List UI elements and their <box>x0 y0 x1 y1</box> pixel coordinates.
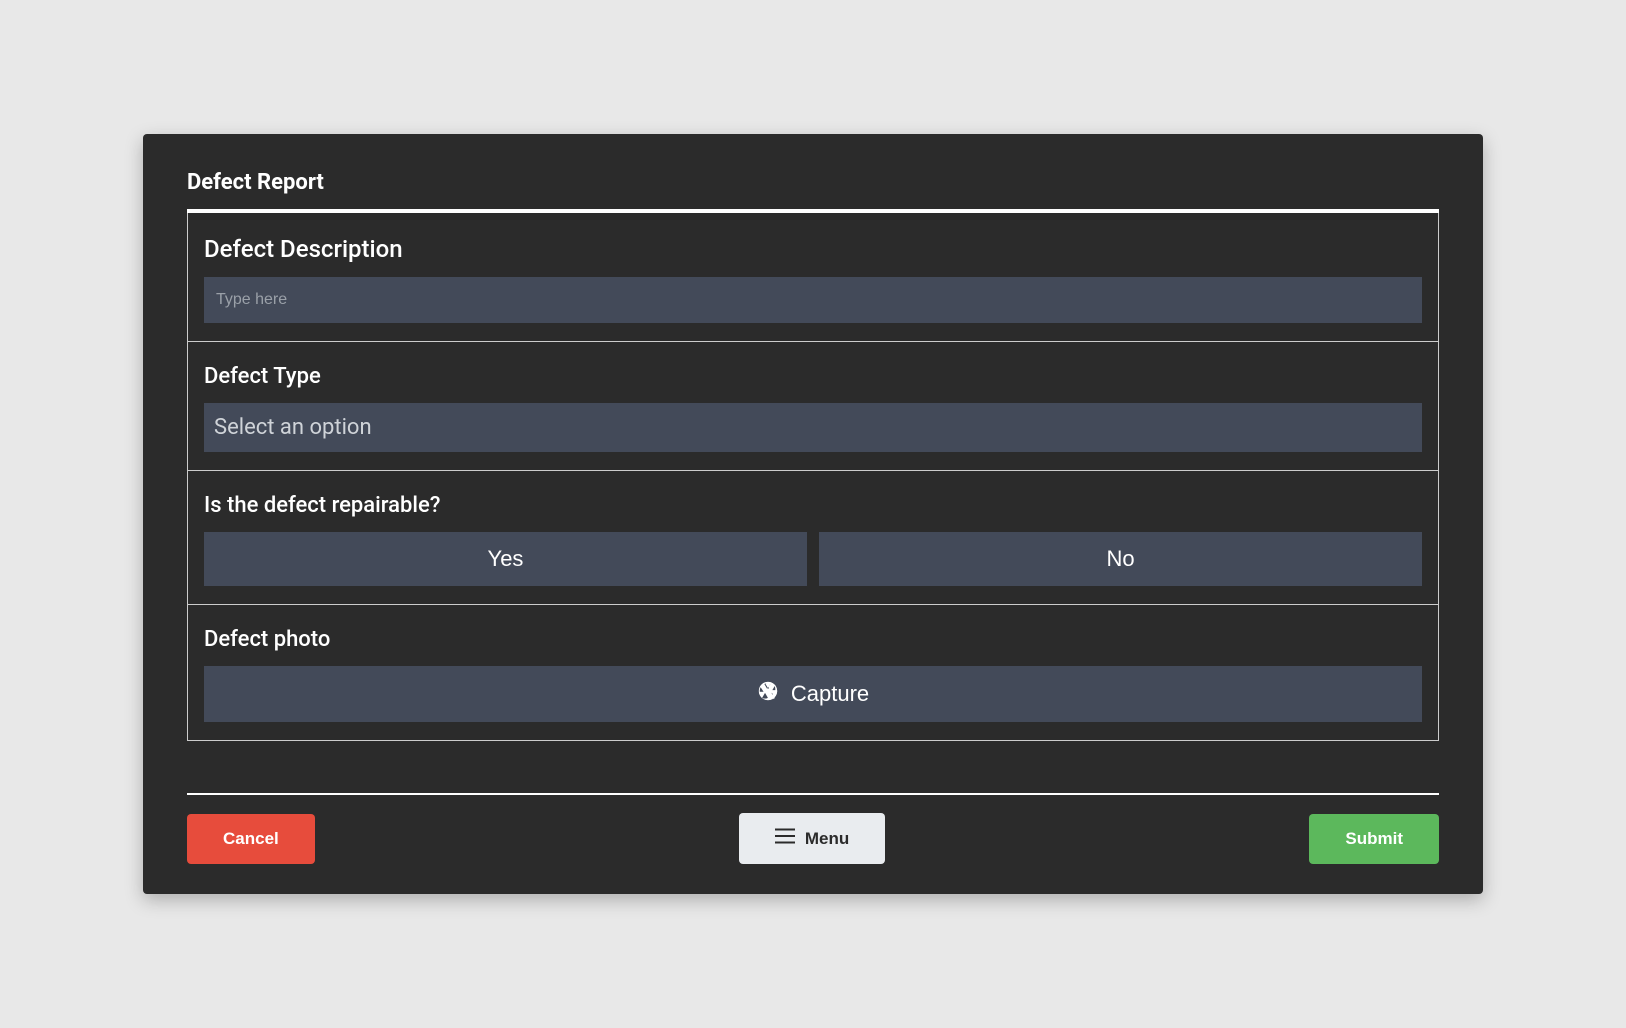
footer-divider <box>187 793 1439 795</box>
capture-label: Capture <box>791 681 869 707</box>
page-title: Defect Report <box>187 170 1439 195</box>
cancel-button[interactable]: Cancel <box>187 814 315 864</box>
repairable-no-button[interactable]: No <box>819 532 1422 586</box>
defect-type-select[interactable]: Select an option <box>204 403 1422 452</box>
menu-button[interactable]: Menu <box>739 813 885 864</box>
footer-row: Cancel Menu Submit <box>187 813 1439 864</box>
repairable-yes-button[interactable]: Yes <box>204 532 807 586</box>
defect-report-panel: Defect Report Defect Description Defect … <box>143 134 1483 894</box>
label-defect-description: Defect Description <box>204 235 1422 263</box>
defect-description-input[interactable] <box>204 277 1422 323</box>
label-defect-photo: Defect photo <box>204 627 1422 652</box>
section-repairable: Is the defect repairable? Yes No <box>187 471 1439 605</box>
section-defect-description: Defect Description <box>187 213 1439 342</box>
camera-aperture-icon <box>757 680 779 708</box>
capture-photo-button[interactable]: Capture <box>204 666 1422 722</box>
repairable-option-row: Yes No <box>204 532 1422 586</box>
label-defect-type: Defect Type <box>204 364 1422 389</box>
section-defect-type: Defect Type Select an option <box>187 342 1439 471</box>
menu-icon <box>775 828 795 849</box>
label-repairable: Is the defect repairable? <box>204 493 1422 518</box>
form-container: Defect Description Defect Type Select an… <box>187 209 1439 741</box>
submit-button[interactable]: Submit <box>1309 814 1439 864</box>
section-defect-photo: Defect photo Capture <box>187 605 1439 741</box>
menu-label: Menu <box>805 829 849 849</box>
